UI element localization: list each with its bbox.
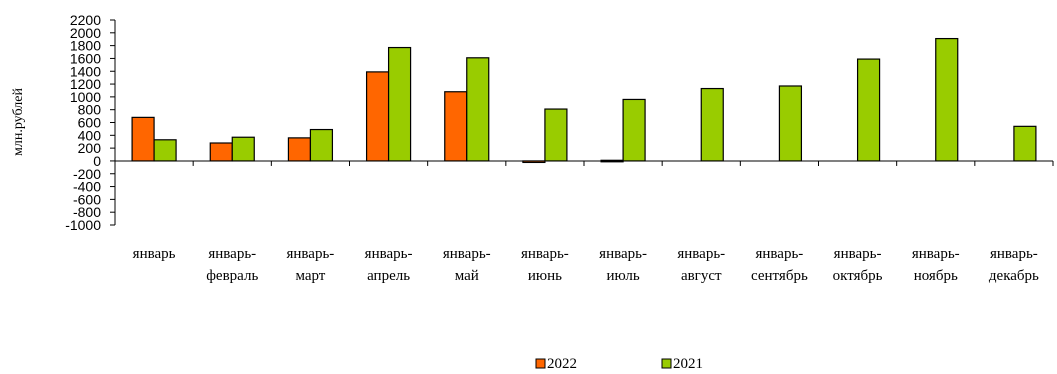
x-tick-label: май [455,268,479,284]
bar-2021-2 [309,128,334,162]
legend: 2022 2021 [535,356,703,372]
x-tick-label: январь- [208,246,256,262]
y-axis-ticks: 2200200018001600140012001000800600400200… [65,12,115,233]
x-tick-label: сентябрь [751,268,808,284]
y-tick-label: 2000 [70,25,101,41]
x-tick-label: июль [606,268,639,284]
bar-2022-3 [365,71,390,162]
bar-2021-7 [700,87,724,162]
y-tick-label: -1000 [65,217,101,233]
x-tick-label: январь- [990,246,1038,262]
legend-label-2021: 2021 [673,356,703,372]
y-tick-label: 200 [78,140,102,156]
x-tick-label: март [295,268,325,284]
x-tick-label: январь- [599,246,647,262]
x-tick-label: январь [133,246,176,262]
y-tick-label: 0 [93,153,101,169]
bar-2021-8 [778,85,803,162]
x-tick-label: ноябрь [914,268,958,284]
bar-2021-0 [153,139,177,162]
x-tick-label: январь- [521,246,569,262]
x-tick-label: август [681,268,722,284]
y-tick-label: -800 [73,204,101,220]
bar-2021-11 [1013,125,1037,162]
x-tick-label: апрель [367,268,410,284]
y-tick-label: -400 [73,179,101,195]
y-tick-label: 1600 [70,50,101,66]
bar-2022-0 [131,116,155,162]
x-tick-label: январь- [912,246,960,262]
bar-2022-4 [444,91,468,162]
x-tick-label: январь- [365,246,413,262]
bar-2021-1 [231,136,255,162]
x-tick-label: октябрь [833,268,883,284]
legend-swatch-2022 [535,358,546,369]
x-tick-label: январь- [443,246,491,262]
y-tick-label: 800 [78,102,102,118]
x-tick-label: июнь [528,268,562,284]
bar-2021-10 [935,37,959,162]
x-tick-label: февраль [206,268,258,284]
legend-label-2022: 2022 [547,356,577,372]
x-axis-labels: январь январь-февраль январь-март январь-ап… [133,246,1039,284]
y-tick-label: 1400 [70,63,101,79]
bar-2021-4 [466,57,490,162]
y-tick-label: -600 [73,191,101,207]
y-tick-label: 600 [78,115,102,131]
bar-2022-2 [287,137,312,162]
legend-swatch-2021 [661,358,672,369]
y-tick-label: 1000 [70,89,101,105]
x-tick-label: декабрь [989,268,1039,284]
x-tick-label: январь- [677,246,725,262]
bar-2021-9 [856,58,881,162]
y-tick-label: 2200 [70,12,101,28]
bar-2022-1 [209,142,233,162]
bar-2021-3 [387,46,412,162]
y-tick-label: 1800 [70,38,101,54]
bar-2021-6 [622,98,646,162]
x-tick-label: январь- [834,246,882,262]
y-axis-title: млн.рублей [11,88,26,156]
x-tick-label: январь- [756,246,804,262]
x-tick-label: январь- [287,246,335,262]
y-tick-label: -200 [73,166,101,182]
bar-2021-5 [544,108,568,162]
y-tick-label: 400 [78,127,102,143]
y-tick-label: 1200 [70,76,101,92]
bars [114,37,1054,166]
